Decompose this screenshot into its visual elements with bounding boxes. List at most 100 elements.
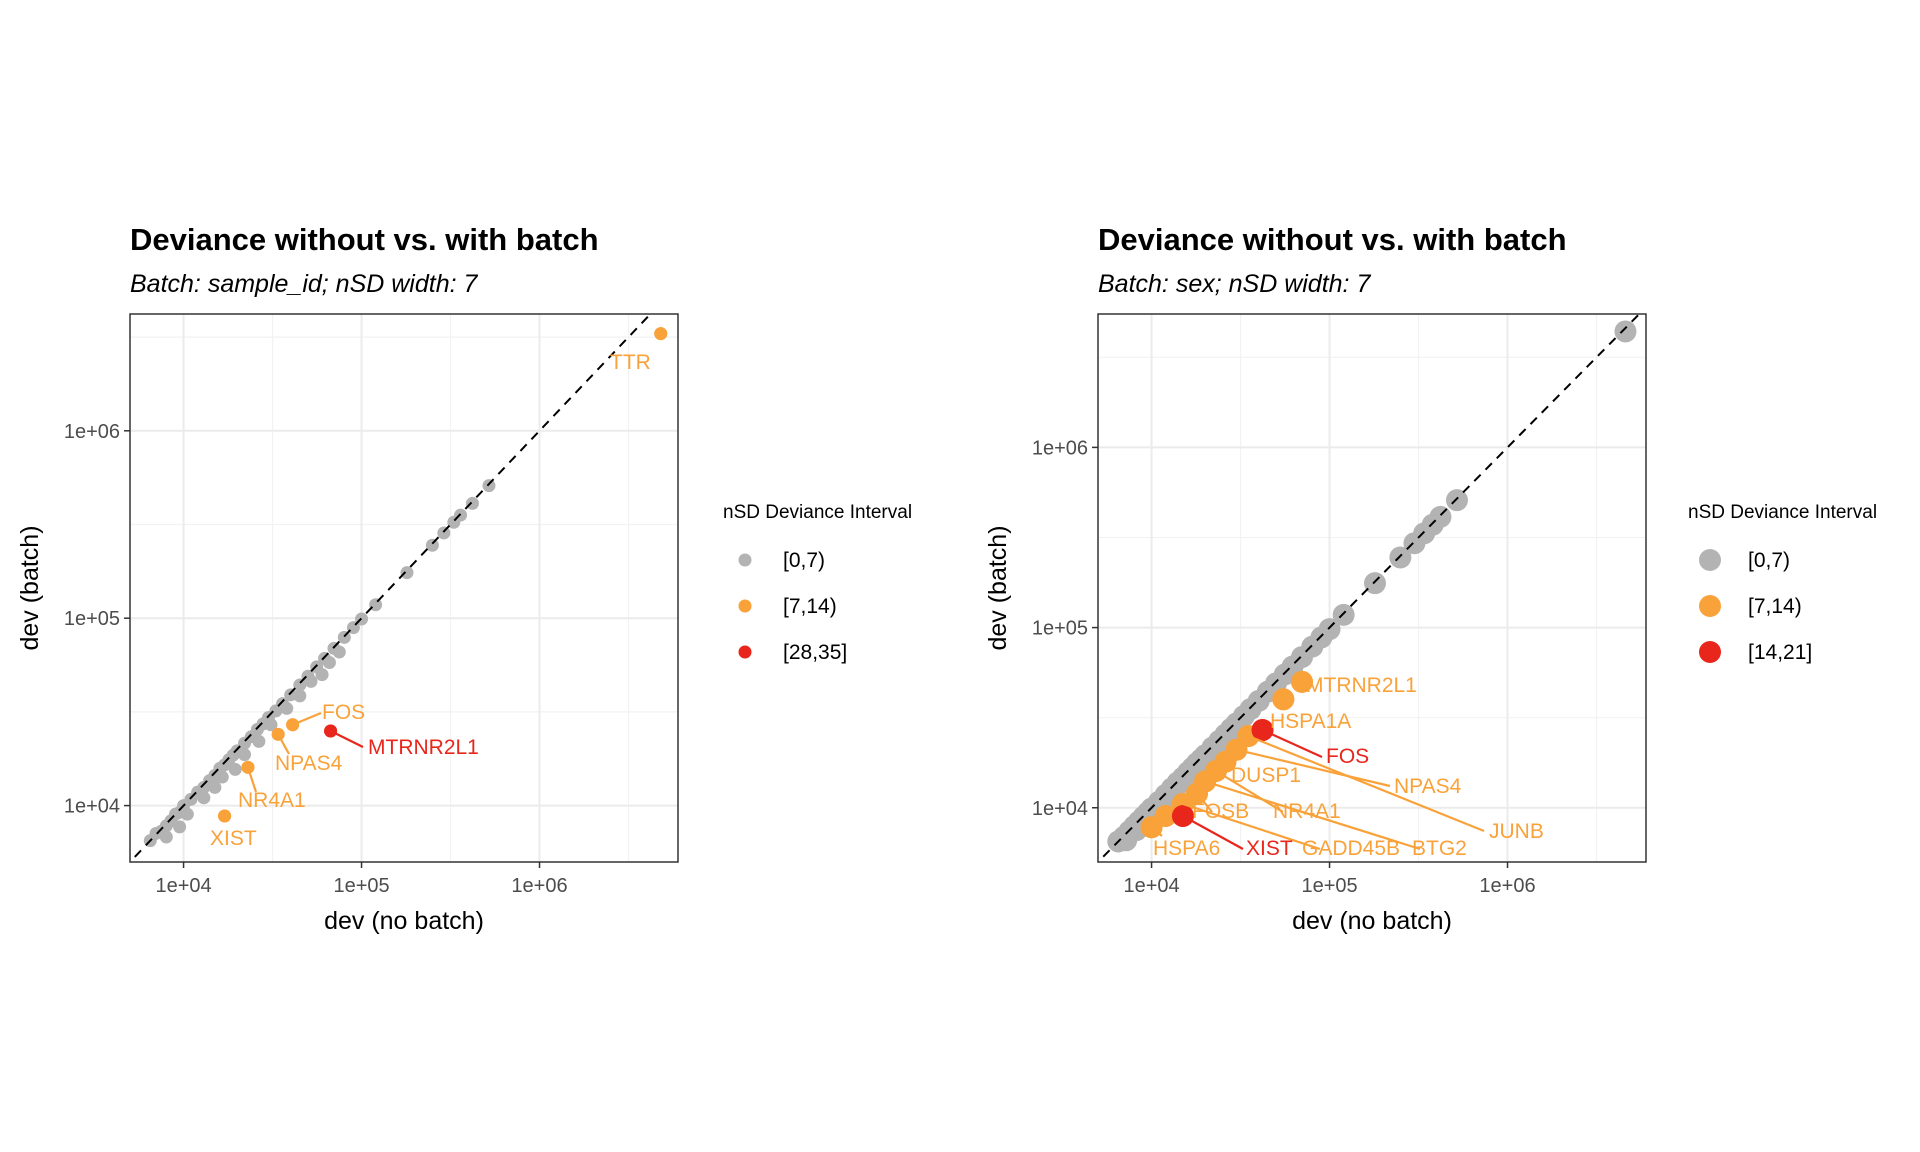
highlight-point [1290,670,1313,693]
legend-label: [0,7) [783,549,825,572]
legend-key [738,553,752,567]
chart-subtitle: Batch: sex; nSD width: 7 [1098,270,1371,298]
y-tick-label: 1e+06 [64,421,120,443]
y-tick-label: 1e+05 [1032,618,1088,640]
panel-border [1097,313,1647,863]
chart-panel-2: Deviance without vs. with batch Batch: se… [984,222,1877,935]
data-point [332,645,346,659]
gene-label: NPAS4 [1394,775,1462,798]
data-point [1429,505,1452,528]
label-leader-line [1247,735,1485,833]
data-point [280,701,294,715]
data-point [482,479,496,493]
gene-labels: MTRNR2L1 HSPA1A DUSP1 NPAS4 NR4A1 JUNB FOSB GAD… [1150,674,1544,860]
data-point [197,791,211,805]
gene-label: BTG2 [1412,837,1467,860]
plot-area [1098,314,1641,862]
gene-label: NR4A1 [1273,800,1341,823]
legend-key [738,599,752,613]
y-tick-label: 1e+06 [1032,437,1088,459]
gene-label: XIST [1246,837,1293,860]
data-point [238,748,252,762]
x-axis-title: dev (no batch) [1292,907,1452,935]
label-leader-line [277,733,290,755]
legend: nSD Deviance Interval [0,7) [7,14) [28,35] [723,502,912,664]
data-point [208,780,222,794]
label-leader-line [1262,729,1323,759]
gene-label: FOS [1326,745,1369,768]
data-point [1332,603,1355,626]
legend-label: [7,14) [783,595,837,618]
y-axis-title: dev (batch) [16,525,44,650]
legend-key [1699,641,1721,663]
label-leader-line [1182,802,1321,851]
data-point [293,678,307,692]
y-tick-label: 1e+04 [64,796,120,818]
gene-labels: TTR FOS NPAS4 NR4A1 XIST MTRNR2L1 [210,351,651,850]
x-tick-label: 1e+06 [1479,875,1535,897]
label-leader-line [1215,770,1284,813]
label-leader-line [1150,826,1163,837]
label-leader-line [1196,792,1213,813]
gene-label: FOS [322,701,365,724]
data-point [180,807,194,821]
data-point [465,496,479,510]
gene-label: FOSB [1192,800,1249,823]
y-axis-title: dev (batch) [984,525,1012,650]
legend-key [738,645,752,659]
legend-label: [28,35] [783,641,847,664]
data-point [1363,572,1386,595]
x-axis-title: dev (no batch) [324,907,484,935]
chart-title: Deviance without vs. with batch [1098,222,1567,257]
highlight-point [218,809,232,823]
data-point [228,762,242,776]
x-tick-label: 1e+04 [1123,875,1179,897]
x-tick-label: 1e+05 [1301,875,1357,897]
legend-key [1699,595,1721,617]
data-point [425,538,439,552]
label-leader-line [330,730,364,748]
legend: nSD Deviance Interval [0,7) [7,14) [14,21] [1688,502,1877,664]
gene-label: TTR [610,351,651,374]
data-point [437,526,451,540]
legend-label: [0,7) [1748,549,1790,572]
label-leader-line [1204,780,1421,851]
data-point [1389,546,1412,569]
data-point [400,566,414,580]
data-point [322,656,336,670]
label-leader-line [292,711,322,726]
highlight-point [654,327,668,341]
x-tick-label: 1e+04 [155,875,211,897]
data-point [215,770,229,784]
data-point [159,830,173,844]
data-point [264,718,278,732]
gridlines [130,314,678,862]
legend-title: nSD Deviance Interval [1688,502,1877,523]
gene-label: HSPA1A [1270,710,1351,733]
gene-label: GADD45B [1302,837,1400,860]
identity-reference-line [130,314,652,862]
gene-label: DUSP1 [1231,764,1301,787]
chart-subtitle: Batch: sample_id; nSD width: 7 [130,270,478,298]
data-point [304,674,318,688]
plot-area [130,314,668,862]
data-point [315,668,329,682]
data-point [1318,618,1341,641]
data-point [252,734,266,748]
data-point [293,689,307,703]
label-leader-line [1182,815,1244,850]
legend-label: [7,14) [1748,595,1802,618]
legend-title: nSD Deviance Interval [723,502,912,523]
gene-label: HSPA6 [1153,837,1220,860]
y-tick-label: 1e+05 [64,608,120,630]
x-tick-label: 1e+06 [511,875,567,897]
label-leader-line [246,766,258,793]
gene-label: NR4A1 [238,789,306,812]
y-tick-label: 1e+04 [1032,798,1088,820]
chart-panel-1: Deviance without vs. with batch Batch: sa… [16,222,912,935]
data-point [1445,489,1468,512]
legend-key [1699,549,1721,571]
gene-label: MTRNR2L1 [1306,674,1417,697]
data-point [1614,320,1637,343]
